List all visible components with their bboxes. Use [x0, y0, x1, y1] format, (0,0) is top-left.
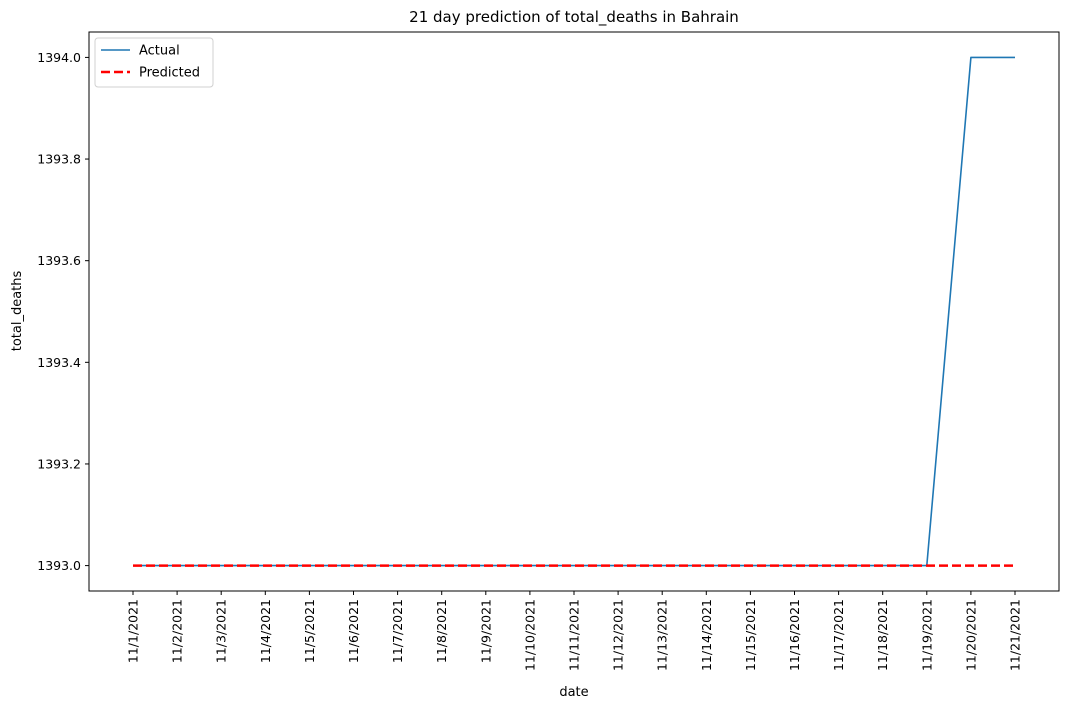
series-layer	[133, 56, 1015, 567]
x-tick-label: 11/18/2021	[875, 599, 890, 671]
x-tick-label: 11/6/2021	[346, 599, 361, 663]
x-tick-label: 11/2/2021	[170, 599, 185, 663]
x-tick-label: 11/19/2021	[919, 599, 934, 671]
x-axis: 11/1/2021 11/2/2021 11/3/2021 11/4/2021 11/5…	[126, 591, 1023, 671]
chart-title: 21 day prediction of total_deaths in Bah…	[409, 8, 739, 27]
y-tick-label: 1393.4	[37, 355, 81, 370]
y-tick-label: 1393.0	[37, 558, 81, 573]
y-axis-label: total_deaths	[10, 271, 25, 352]
y-tick-label: 1393.2	[37, 456, 81, 471]
x-tick-label: 11/11/2021	[567, 599, 582, 671]
y-tick-label: 1394.0	[37, 50, 81, 65]
x-tick-label: 11/14/2021	[699, 599, 714, 671]
x-tick-label: 11/16/2021	[787, 599, 802, 671]
y-axis: 1393.0 1393.2 1393.4 1393.6 1393.8 1394.0	[37, 50, 89, 573]
x-tick-label: 11/5/2021	[302, 599, 317, 663]
plot-frame	[88, 31, 1060, 592]
x-axis-label: date	[559, 685, 588, 700]
x-tick-label: 11/10/2021	[522, 599, 537, 671]
x-tick-label: 11/17/2021	[831, 599, 846, 671]
x-tick-label: 11/21/2021	[1008, 599, 1023, 671]
x-tick-label: 11/1/2021	[126, 599, 141, 663]
x-tick-label: 11/9/2021	[478, 599, 493, 663]
y-tick-label: 1393.6	[37, 253, 81, 268]
x-tick-label: 11/4/2021	[258, 599, 273, 663]
x-tick-label: 11/7/2021	[390, 599, 405, 663]
series-line-actual	[133, 56, 1015, 567]
x-tick-label: 11/15/2021	[743, 599, 758, 671]
x-tick-label: 11/13/2021	[655, 599, 670, 671]
y-tick-label: 1393.8	[37, 152, 81, 167]
legend-label-predicted: Predicted	[139, 66, 200, 81]
x-tick-label: 11/8/2021	[434, 599, 449, 663]
x-tick-label: 11/3/2021	[214, 599, 229, 663]
x-tick-label: 11/20/2021	[963, 599, 978, 671]
legend-label-actual: Actual	[139, 44, 180, 59]
x-tick-label: 11/12/2021	[611, 599, 626, 671]
legend: Actual Predicted	[94, 37, 214, 88]
